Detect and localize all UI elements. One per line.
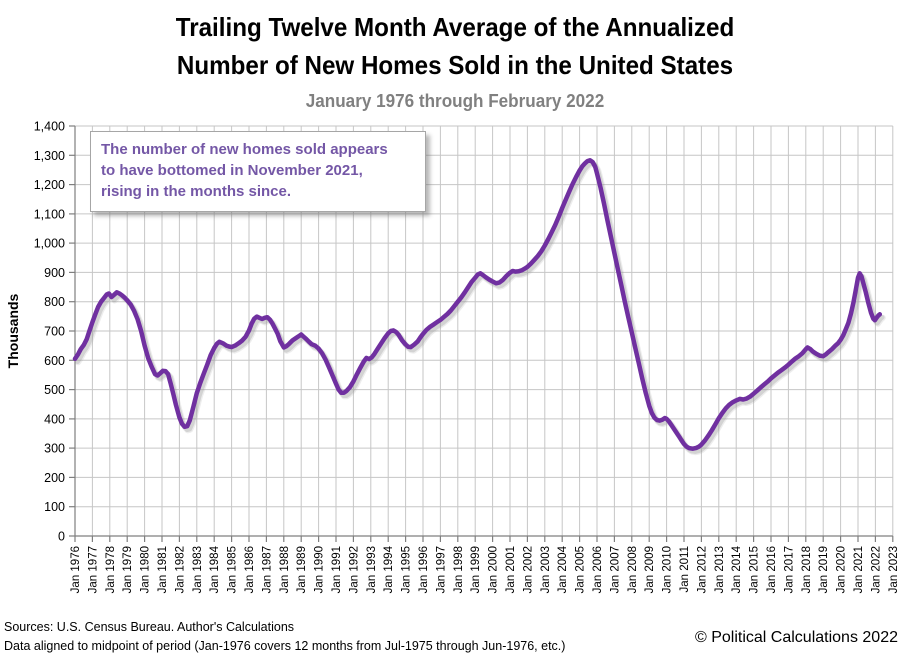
x-tick-label: Jan 1980 [140,546,152,593]
footer-copyright: © Political Calculations 2022 [694,629,898,646]
y-tick-label: 0 [58,530,65,544]
annotation-line2: to have bottomed in November 2021, [101,162,363,179]
y-tick-label: 800 [44,295,65,309]
x-tick-label: Jan 1982 [174,546,186,593]
y-axis-title: Thousands [5,293,21,368]
y-tick-label: 600 [44,354,65,368]
y-tick-label: 1,200 [34,178,65,192]
x-tick-label: Jan 2021 [853,546,865,593]
x-tick-label: Jan 1989 [296,546,308,593]
x-tick-labels: Jan 1976 Jan 1977 Jan 1978 Jan 1979 Jan 1980… [70,545,900,593]
x-tick-label: Jan 2019 [818,546,830,593]
chart-title-line1: Trailing Twelve Month Average of the Ann… [175,12,735,42]
x-tick-label: Jan 2020 [836,546,848,593]
y-tick-label: 300 [44,442,65,456]
x-tick-label: Jan 2001 [505,546,517,593]
y-tick-label: 1,400 [34,120,65,134]
footer-alignment-note: Data aligned to midpoint of period (Jan-… [4,639,566,653]
x-tick-label: Jan 2008 [627,546,639,593]
x-tick-label: Jan 1988 [279,546,291,593]
y-tick-label: 400 [44,412,65,426]
x-tick-label: Jan 1983 [192,546,204,593]
x-tick-label: Jan 2017 [783,546,795,593]
y-tick-label: 1,100 [34,207,65,221]
x-tick-label: Jan 2003 [540,546,552,593]
x-tick-label: Jan 2023 [888,546,900,593]
x-tick-label: Jan 2015 [749,546,761,593]
annotation-callout: The number of new homes sold appears to … [90,131,426,212]
footer-sources: Sources: U.S. Census Bureau. Author's Ca… [4,620,295,634]
x-tick-label: Jan 1987 [261,546,273,593]
x-tick-label: Jan 1990 [314,546,326,593]
x-tick-label: Jan 2014 [731,545,743,593]
y-tick-label: 700 [44,325,65,339]
x-tick-label: Jan 2006 [592,546,604,593]
y-tick-label: 1,300 [34,149,65,163]
x-tick-label: Jan 1977 [87,546,99,593]
x-tick-label: Jan 2013 [714,546,726,593]
x-tick-label: Jan 2012 [696,546,708,593]
footer-notes: Sources: U.S. Census Bureau. Author's Ca… [4,618,565,656]
x-tick-label: Jan 1991 [331,546,343,593]
y-tick-labels: 0 100 200 300 400 500 600 700 800 900 1,000 1,100 1,… [34,120,65,544]
x-tick-label: Jan 2005 [575,546,587,593]
y-tick-label: 200 [44,471,65,485]
series-line-new-homes-sold [72,158,883,451]
x-tick-label: Jan 2010 [662,546,674,593]
x-tick-label: Jan 1996 [418,546,430,593]
x-tick-label: Jan 1979 [122,546,134,593]
y-tick-label: 500 [44,383,65,397]
x-tick-label: Jan 1985 [227,546,239,593]
x-tick-label: Jan 2000 [488,546,500,593]
x-tick-label: Jan 2011 [679,546,691,592]
y-tick-label: 1,000 [34,237,65,251]
y-tick-label: 100 [44,500,65,514]
x-tick-label: Jan 1976 [70,546,82,593]
x-tick-label: Jan 2007 [609,546,621,593]
x-tick-label: Jan 2004 [557,545,569,593]
x-tick-label: Jan 1992 [348,546,360,593]
x-tick-label: Jan 1994 [383,545,395,593]
x-tick-label: Jan 1999 [470,546,482,593]
x-tick-label: Jan 2018 [801,546,813,593]
series-line-shadow [75,161,885,454]
chart-subtitle: January 1976 through February 2022 [305,91,605,111]
x-tick-label: Jan 1978 [105,546,117,593]
annotation-line3: rising in the months since. [101,183,292,200]
x-tick-label: Jan 1997 [435,546,447,593]
axes [69,125,894,542]
x-tick-label: Jan 1986 [244,546,256,593]
x-tick-label: Jan 1993 [366,546,378,593]
x-tick-label: Jan 1981 [157,546,169,593]
x-tick-label: Jan 2009 [644,546,656,593]
x-tick-label: Jan 2016 [766,546,778,593]
chart-title-line2: Number of New Homes Sold in the United S… [176,50,734,80]
y-tick-label: 900 [44,266,65,280]
x-tick-label: Jan 1998 [453,546,465,593]
x-tick-label: Jan 2002 [522,546,534,593]
x-tick-label: Jan 2022 [870,546,882,593]
x-tick-label: Jan 1984 [209,545,221,593]
annotation-line1: The number of new homes sold appears [101,141,388,158]
x-tick-label: Jan 1995 [401,546,413,593]
series-line-shadow-soft [75,160,886,456]
